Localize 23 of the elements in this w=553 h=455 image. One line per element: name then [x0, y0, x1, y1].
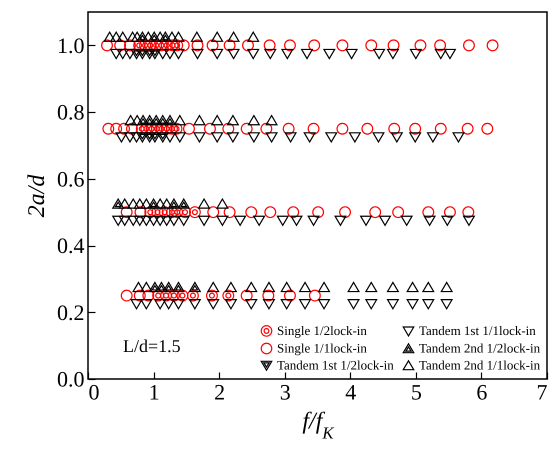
- y-tick-label: 0.0: [57, 366, 84, 392]
- x-tick-label: 6: [476, 380, 488, 404]
- x-tick-label: 1: [148, 380, 160, 404]
- legend-label: Tandem 2nd 1/1lock-in: [419, 358, 541, 372]
- legend-label: Tandem 1st 1/1lock-in: [419, 323, 536, 338]
- x-tick-label: 2: [214, 380, 226, 404]
- y-tick-label: 0.2: [57, 300, 84, 325]
- x-tick-label: 0: [88, 380, 100, 404]
- legend-label: Tandem 2nd 1/2lock-in: [419, 340, 541, 356]
- y-tick-label: 0.8: [57, 100, 84, 125]
- x-axis-title: f/f$_{K}$: [302, 408, 334, 442]
- y-tick-label: 0.6: [57, 166, 84, 192]
- y-axis-title: 2a/d: [24, 174, 50, 218]
- legend-label: Single 1/1lock-in: [277, 340, 368, 356]
- x-tick-label: 7: [536, 380, 548, 404]
- x-tick-label: 3: [280, 380, 291, 404]
- legend-label: Tandem 1st 1/2lock-in: [277, 358, 394, 372]
- annotation: L/d=1.5: [123, 336, 181, 356]
- y-tick-label: 0.4: [57, 233, 84, 258]
- x-tick-label: 5: [410, 380, 422, 404]
- y-tick-label: 1.0: [57, 32, 84, 58]
- legend-label: Single 1/2lock-in: [277, 322, 368, 338]
- x-tick-label: 4: [345, 380, 356, 404]
